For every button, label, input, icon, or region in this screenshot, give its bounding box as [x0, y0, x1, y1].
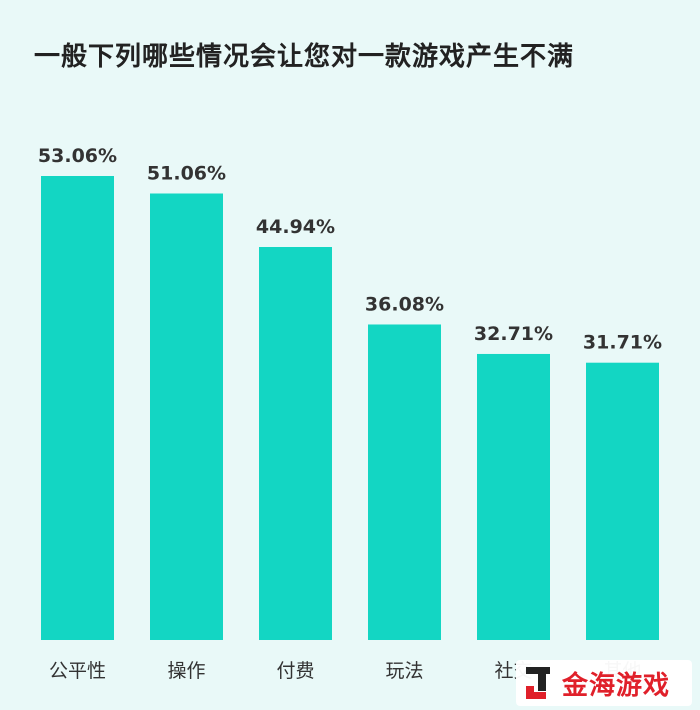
- bar-5: [477, 353, 550, 640]
- category-label-3: 付费: [276, 660, 314, 682]
- category-label-1: 公平性: [49, 660, 106, 682]
- bar-3: [259, 247, 332, 640]
- bar-6: [586, 362, 659, 640]
- bar-1: [41, 176, 114, 640]
- chart-title: 一般下列哪些情况会让您对一款游戏产生不满: [34, 42, 575, 72]
- data-label-6: 31.71%: [583, 332, 662, 354]
- data-label-5: 32.71%: [474, 323, 553, 345]
- watermark: 金海游戏: [516, 660, 692, 706]
- data-label-2: 51.06%: [147, 162, 226, 184]
- bar-2: [150, 193, 223, 641]
- data-label-3: 44.94%: [256, 216, 335, 238]
- data-label-4: 36.08%: [365, 293, 444, 315]
- bar-4: [368, 324, 441, 640]
- jinhai-logo-icon: [526, 667, 550, 699]
- category-label-4: 玩法: [385, 660, 423, 682]
- category-label-2: 操作: [167, 660, 205, 682]
- watermark-text: 金海游戏: [562, 670, 671, 701]
- data-label-1: 53.06%: [38, 145, 117, 167]
